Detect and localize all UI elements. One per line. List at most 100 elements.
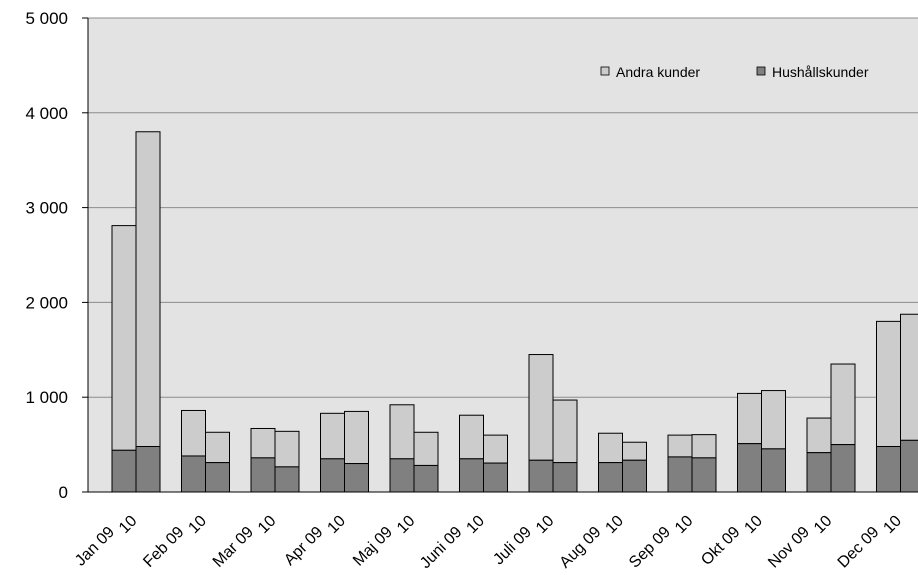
bar-andra-kunder: [528, 354, 554, 461]
bar-hushallskunder: [320, 458, 345, 493]
x-tick-year2: 10: [672, 512, 697, 537]
x-tick-month-year: Okt 09: [698, 524, 743, 569]
bar-hushallskunder: [344, 463, 369, 493]
bar-andra-kunder: [413, 431, 439, 466]
bar-hushallskunder: [900, 439, 918, 493]
x-tick-label: Okt 0910: [698, 507, 766, 575]
bar-andra-kunder: [320, 412, 345, 460]
x-tick-year2: 10: [811, 512, 836, 537]
bar-andra-kunder: [737, 392, 762, 445]
bar-hushallskunder: [737, 443, 762, 493]
x-tick-label: Aug 0910: [557, 507, 627, 575]
legend-swatch-hushallskunder: [756, 66, 766, 76]
bar-hushallskunder: [483, 462, 508, 493]
x-tick-year2: 10: [741, 512, 766, 537]
bar-hushallskunder: [622, 459, 647, 493]
bar-andra-kunder: [250, 427, 276, 459]
bar-andra-kunder: [344, 410, 369, 465]
y-tick-label: 4 000: [25, 104, 68, 123]
bar-andra-kunder: [552, 399, 578, 464]
bar-andra-kunder: [598, 432, 623, 464]
x-tick-month-year: Maj 09: [350, 524, 396, 570]
bar-hushallskunder: [806, 452, 832, 493]
bar-andra-kunder: [459, 414, 484, 460]
bar-andra-kunder: [876, 320, 901, 447]
x-tick-label: Dec 0910: [835, 507, 905, 575]
y-tick-label: 1 000: [25, 388, 68, 407]
bar-hushallskunder: [459, 458, 484, 493]
bar-hushallskunder: [876, 445, 901, 493]
x-tick-year2: 10: [324, 512, 349, 537]
legend-label-hushallskunder: Hushållskunder: [772, 64, 869, 80]
x-tick-year2: 10: [602, 512, 627, 537]
x-tick-month-year: Juni 09: [417, 524, 466, 573]
bar-hushallskunder: [691, 457, 717, 493]
y-tick-label: 5 000: [25, 9, 68, 28]
legend-swatch-andra-kunder: [600, 66, 610, 76]
bar-hushallskunder: [135, 445, 161, 493]
bar-andra-kunder: [274, 430, 300, 468]
bar-andra-kunder: [135, 131, 161, 447]
bar-andra-kunder: [389, 404, 415, 460]
bar-andra-kunder: [205, 431, 230, 464]
bar-hushallskunder: [111, 449, 137, 493]
bar-hushallskunder: [528, 459, 554, 493]
bar-andra-kunder: [483, 434, 508, 464]
x-axis-ticks: Jan 0910 Feb 0910 Mar 0910 Apr 0910 Maj 0910…: [72, 507, 905, 575]
bar-andra-kunder: [806, 417, 832, 454]
x-tick-year2: 10: [116, 512, 141, 537]
x-tick-month-year: Nov 09: [765, 524, 813, 572]
bar-hushallskunder: [413, 464, 439, 493]
x-tick-month-year: Dec 09: [835, 524, 883, 572]
bar-hushallskunder: [667, 456, 693, 493]
x-tick-month-year: Mar 09: [210, 524, 257, 571]
x-tick-month-year: Jan 09: [72, 524, 118, 570]
plot-area: [88, 18, 918, 492]
y-tick-label: 2 000: [25, 293, 68, 312]
bar-andra-kunder: [691, 434, 717, 459]
x-tick-year2: 10: [185, 512, 210, 537]
bar-hushallskunder: [205, 462, 230, 493]
bar-andra-kunder: [667, 434, 693, 458]
x-tick-label: Sep 0910: [626, 507, 696, 575]
bars: [111, 131, 918, 493]
bar-hushallskunder: [761, 448, 786, 493]
x-tick-month-year: Aug 09: [557, 524, 605, 572]
legend-label-andra-kunder: Andra kunder: [616, 64, 700, 80]
bar-andra-kunder: [622, 441, 647, 461]
bar-andra-kunder: [830, 363, 856, 446]
y-tick-label: 0: [59, 483, 68, 502]
x-tick-year2: 10: [255, 512, 280, 537]
bar-hushallskunder: [598, 462, 623, 493]
bar-hushallskunder: [250, 457, 276, 493]
x-tick-label: Juni 0910: [417, 507, 488, 575]
bar-hushallskunder: [181, 455, 206, 493]
x-tick-year2: 10: [463, 512, 488, 537]
x-tick-year2: 10: [394, 512, 419, 537]
bar-hushallskunder: [274, 466, 300, 493]
x-tick-label: Feb 0910: [140, 507, 210, 575]
bar-andra-kunder: [181, 409, 206, 457]
bar-hushallskunder: [389, 458, 415, 493]
x-tick-label: Nov 0910: [765, 507, 835, 575]
bar-hushallskunder: [830, 444, 856, 493]
x-tick-month-year: Apr 09: [281, 524, 326, 569]
x-tick-year2: 10: [880, 512, 905, 537]
legend: Andra kunder Hushållskunder: [600, 64, 869, 80]
y-axis-ticks: 0 1 000 2 000 3 000 4 000 5 000: [25, 9, 88, 502]
x-tick-month-year: Feb 09: [140, 524, 187, 571]
x-tick-label: Juli 0910: [490, 507, 557, 574]
bar-andra-kunder: [111, 225, 137, 451]
x-tick-month-year: Sep 09: [626, 524, 674, 572]
bar-andra-kunder: [900, 313, 918, 441]
x-tick-label: Jan 0910: [72, 507, 141, 575]
bar-andra-kunder: [761, 390, 786, 450]
bar-hushallskunder: [552, 462, 578, 493]
x-tick-label: Mar 0910: [210, 507, 280, 575]
x-tick-year2: 10: [533, 512, 558, 537]
y-tick-label: 3 000: [25, 199, 68, 218]
x-tick-label: Maj 0910: [350, 507, 419, 575]
x-tick-label: Apr 0910: [281, 507, 349, 575]
x-tick-month-year: Juli 09: [490, 524, 535, 569]
